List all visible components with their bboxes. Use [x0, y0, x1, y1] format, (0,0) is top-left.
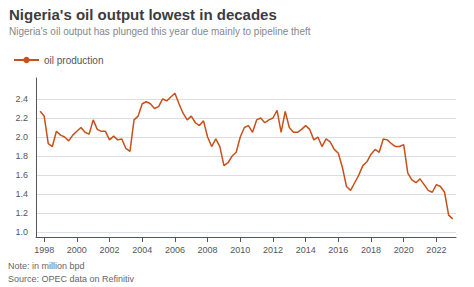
- svg-text:1.0: 1.0: [15, 227, 28, 237]
- svg-text:2.0: 2.0: [15, 132, 28, 142]
- svg-text:1.4: 1.4: [15, 189, 28, 199]
- svg-text:oil production: oil production: [44, 55, 103, 66]
- svg-text:2014: 2014: [296, 245, 316, 255]
- svg-text:2.2: 2.2: [15, 113, 28, 123]
- svg-text:1.2: 1.2: [15, 208, 28, 218]
- svg-text:Source: OPEC data on Refinitiv: Source: OPEC data on Refinitiv: [8, 274, 135, 284]
- svg-text:2010: 2010: [230, 245, 250, 255]
- svg-text:1.8: 1.8: [15, 151, 28, 161]
- svg-text:2008: 2008: [198, 245, 218, 255]
- svg-text:2.4: 2.4: [15, 94, 28, 104]
- svg-text:2012: 2012: [263, 245, 283, 255]
- svg-text:1998: 1998: [34, 245, 54, 255]
- svg-text:1.6: 1.6: [15, 170, 28, 180]
- svg-text:2018: 2018: [361, 245, 381, 255]
- svg-text:2016: 2016: [328, 245, 348, 255]
- svg-text:2000: 2000: [67, 245, 87, 255]
- svg-text:Nigeria's oil output lowest in: Nigeria's oil output lowest in decades: [9, 6, 277, 23]
- svg-text:Note: in million bpd: Note: in million bpd: [8, 261, 85, 271]
- svg-text:2002: 2002: [100, 245, 120, 255]
- svg-text:2022: 2022: [426, 245, 446, 255]
- svg-text:2020: 2020: [394, 245, 414, 255]
- svg-text:2006: 2006: [165, 245, 185, 255]
- svg-text:Nigeria's oil output has plung: Nigeria's oil output has plunged this ye…: [9, 26, 311, 37]
- svg-text:2004: 2004: [132, 245, 152, 255]
